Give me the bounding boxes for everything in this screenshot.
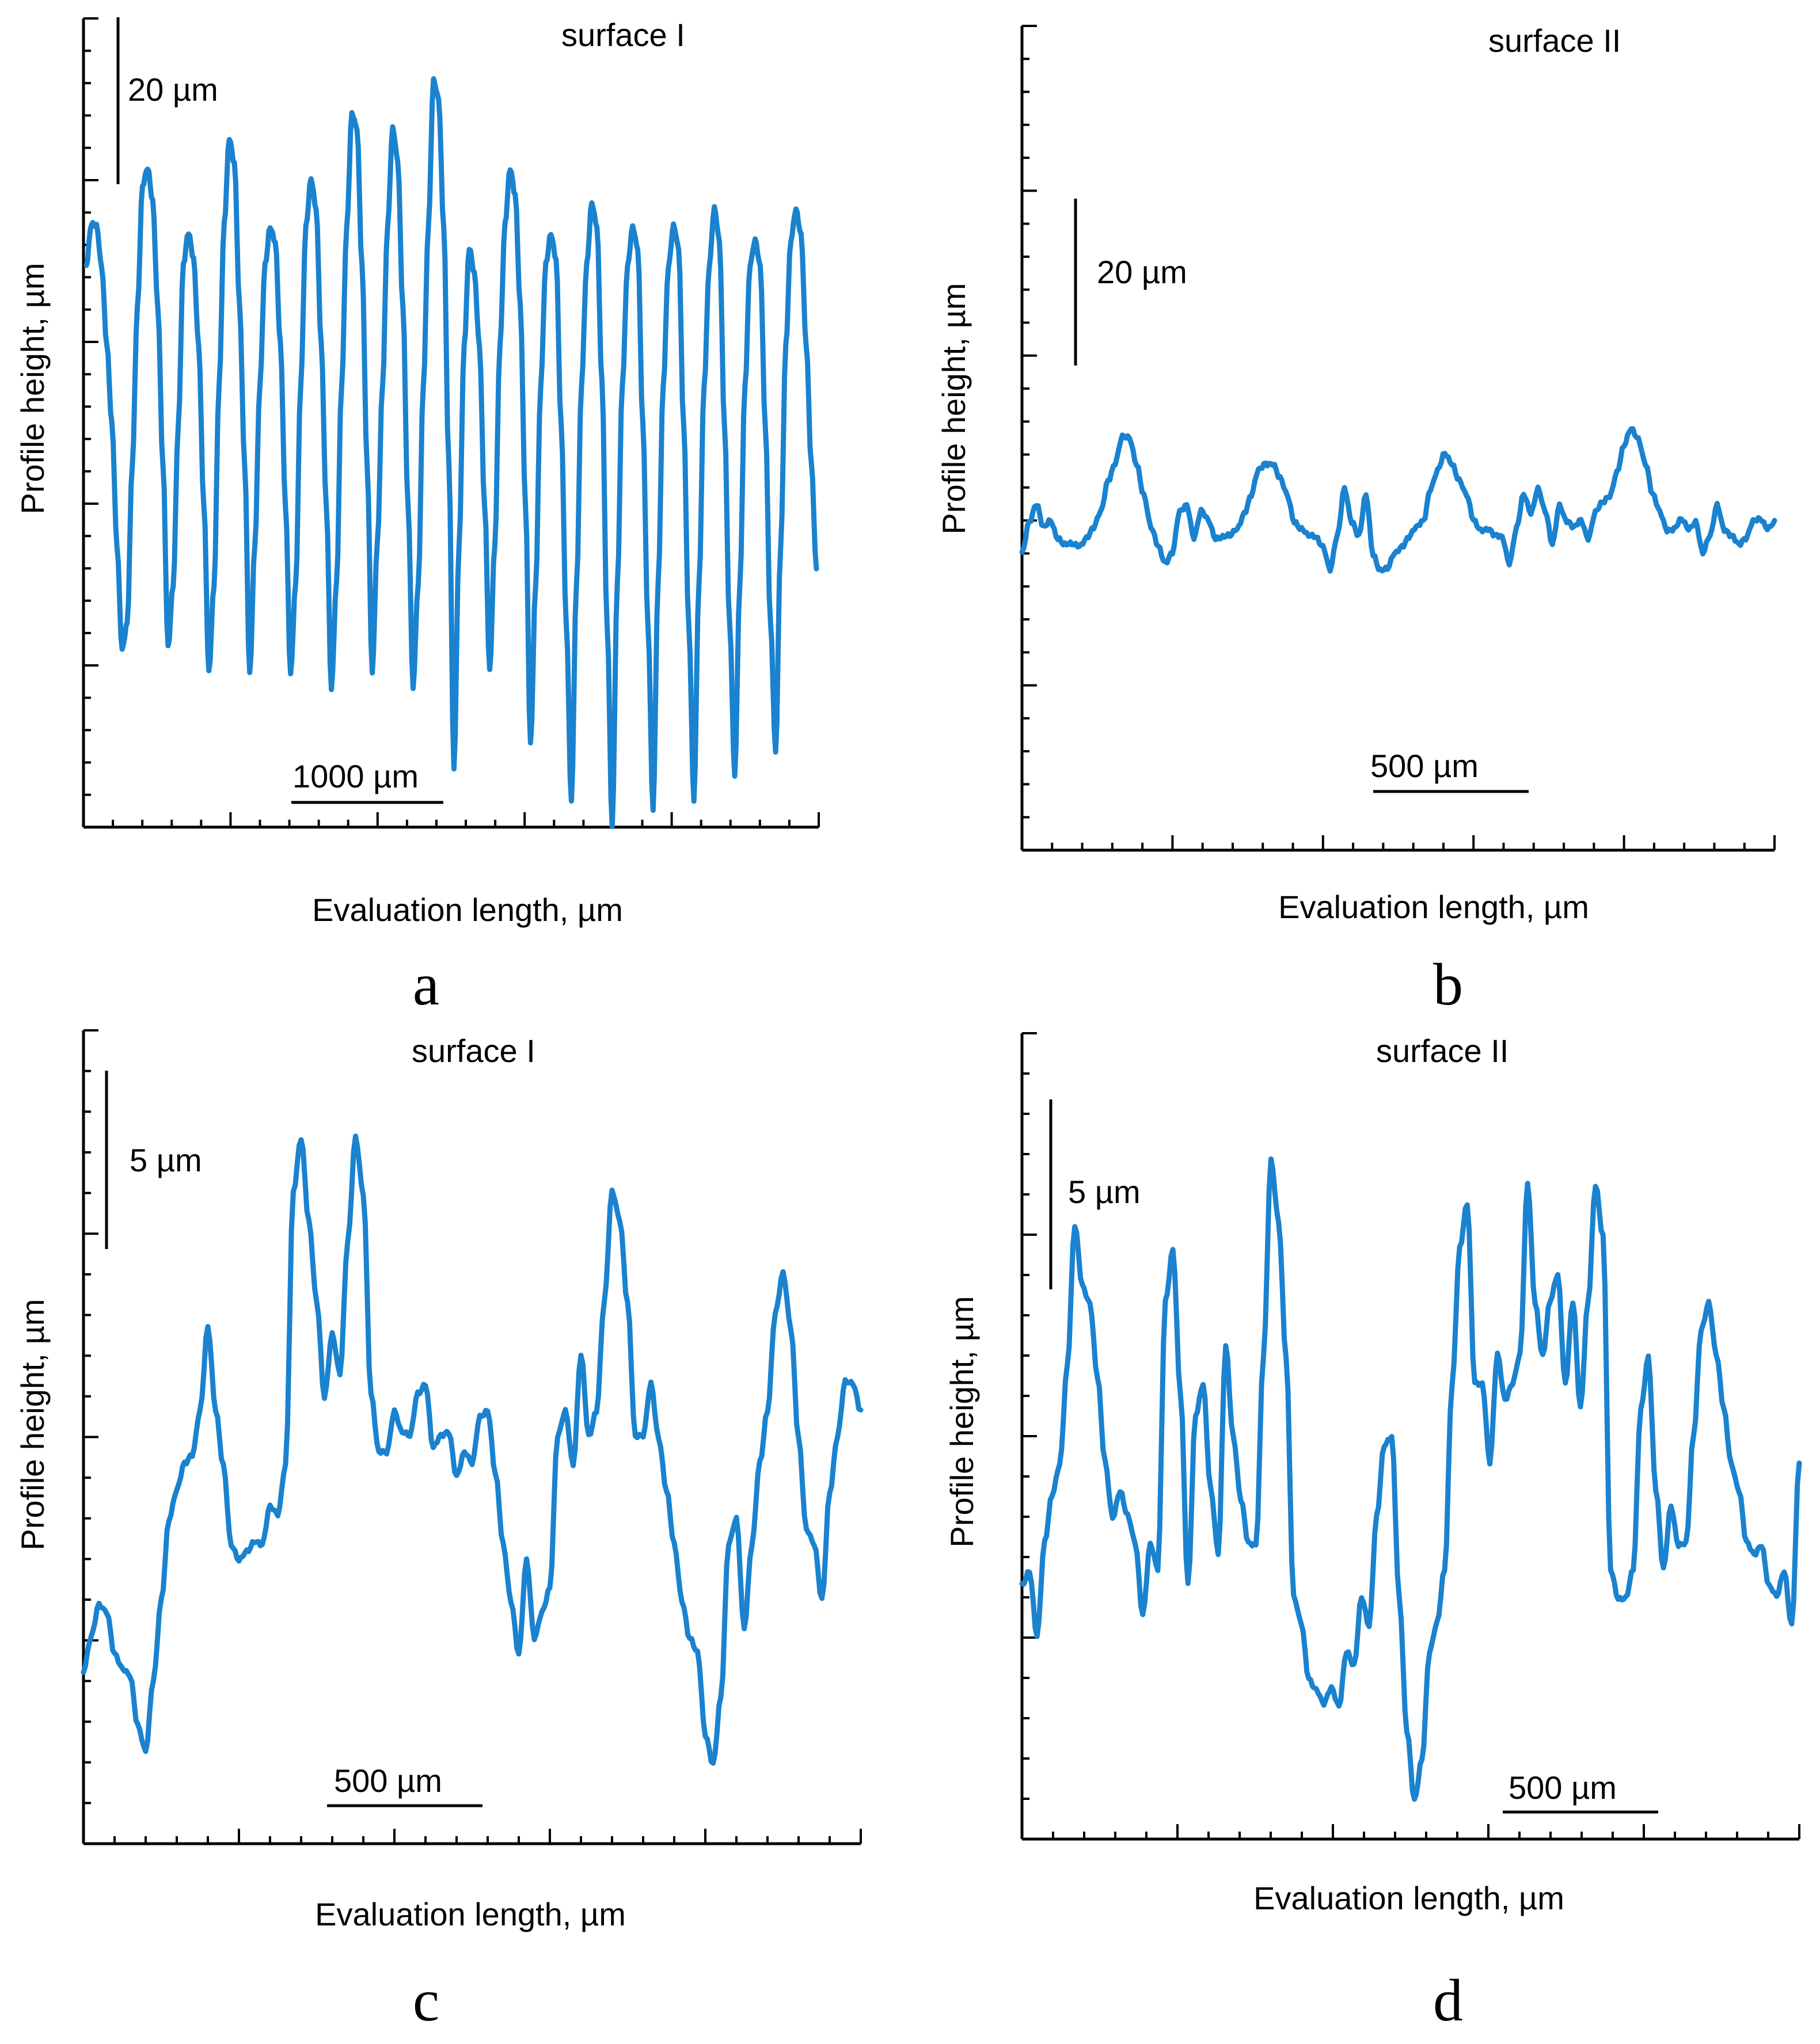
- panel-a-title: surface I: [561, 17, 685, 53]
- panel-b-x-ticks: [1021, 835, 1776, 850]
- panel-c-title: surface I: [412, 1033, 535, 1069]
- panel-b-y-ticks: [1022, 25, 1037, 851]
- panel-a-profile-line: [83, 76, 819, 829]
- panel-c-y-ticks: [83, 1029, 98, 1845]
- panel-d-title: surface II: [1376, 1033, 1509, 1069]
- panel-c-vertical-scale-label: 5 µm: [130, 1142, 202, 1178]
- panel-c-profile-line: [81, 1133, 864, 1766]
- panel-b-y-label: Profile height, µm: [936, 283, 972, 535]
- panel-a-y-label: Profile height, µm: [14, 263, 51, 515]
- panel-c-horizontal-scale-label: 500 µm: [334, 1763, 442, 1799]
- panel-d: surface II 5 µm 500 µm Profile height, µ…: [944, 1032, 1802, 2034]
- panel-b: surface II 20 µm 500 µm Profile height, …: [936, 22, 1777, 1018]
- panel-a-horizontal-scale-label: 1000 µm: [292, 758, 419, 794]
- panel-c-label: c: [413, 1967, 439, 2034]
- panel-a: surface I 20 µm 1000 µm Profile height, …: [14, 17, 820, 1018]
- panel-b-x-label: Evaluation length, µm: [1278, 889, 1589, 925]
- panel-a-label: a: [413, 951, 439, 1018]
- panel-d-horizontal-scale-label: 500 µm: [1509, 1769, 1617, 1806]
- panel-a-vertical-scale-label: 20 µm: [128, 71, 218, 108]
- panel-d-x-ticks: [1021, 1824, 1800, 1839]
- panel-c-y-label: Profile height, µm: [14, 1299, 51, 1551]
- panel-c-x-ticks: [82, 1829, 862, 1844]
- panel-d-y-label: Profile height, µm: [944, 1296, 980, 1548]
- panel-d-profile-line: [1019, 1156, 1802, 1802]
- panel-d-label: d: [1433, 1967, 1463, 2034]
- panel-d-y-ticks: [1022, 1032, 1037, 1840]
- panel-a-x-label: Evaluation length, µm: [312, 892, 623, 928]
- panel-c-x-label: Evaluation length, µm: [315, 1896, 626, 1932]
- panel-b-label: b: [1433, 951, 1463, 1018]
- panel-c: surface I 5 µm 500 µm Profile height, µm…: [14, 1029, 864, 2034]
- panel-b-profile-line: [1019, 426, 1777, 574]
- panel-a-y-ticks: [83, 17, 98, 828]
- panel-d-x-label: Evaluation length, µm: [1253, 1880, 1564, 1916]
- panel-b-horizontal-scale-label: 500 µm: [1370, 748, 1479, 784]
- panel-d-vertical-scale-label: 5 µm: [1068, 1174, 1141, 1210]
- panel-b-title: surface II: [1488, 22, 1621, 59]
- panel-a-x-ticks: [82, 812, 820, 827]
- panel-b-vertical-scale-label: 20 µm: [1097, 254, 1187, 290]
